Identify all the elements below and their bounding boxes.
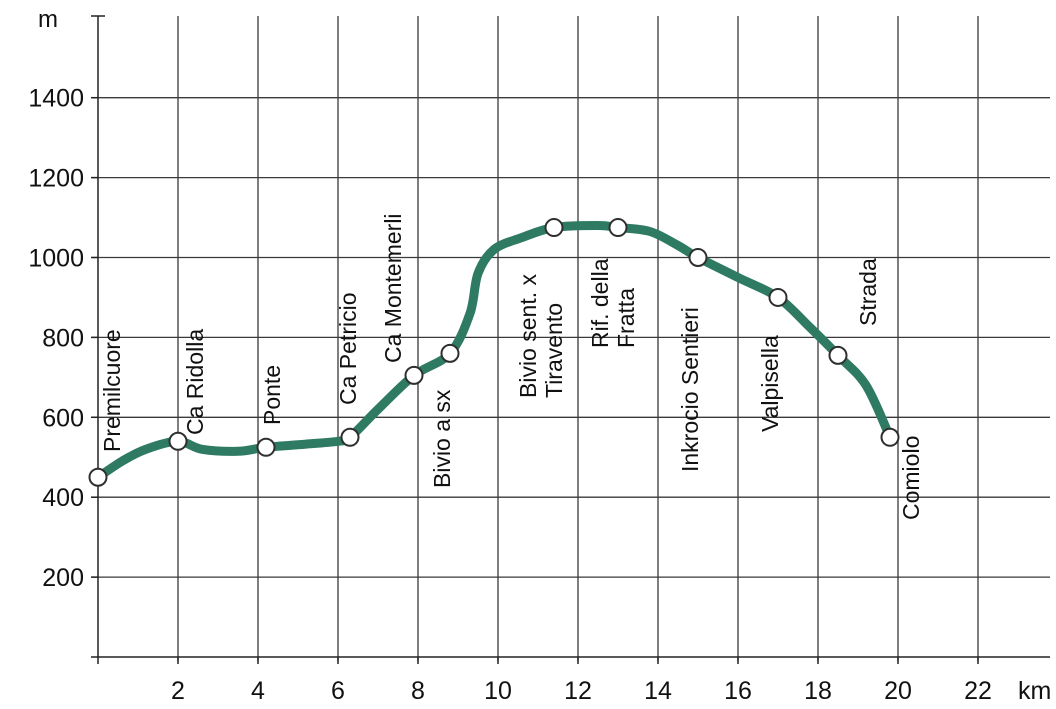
waypoint-label: Premilcuore [99, 329, 125, 452]
x-tick-label: 10 [484, 677, 512, 705]
y-tick-label: 1200 [28, 165, 84, 193]
waypoint-marker [688, 248, 708, 267]
waypoint-marker [768, 287, 788, 307]
waypoint-label: Bivio sent. xTiravento [515, 274, 567, 398]
x-tick-label: 6 [331, 677, 345, 705]
waypoint-label-line: Tiravento [541, 303, 567, 398]
x-unit-label: km [1018, 677, 1051, 705]
waypoint-labels: Premilcuore Ca Ridolla Ponte Ca Petricio Ca … [99, 213, 924, 520]
elevation-profile-line [93, 221, 895, 482]
waypoint-marker [880, 427, 900, 447]
y-tick-label: 800 [42, 324, 84, 352]
profile-line-group [93, 221, 895, 482]
x-tick-label: 12 [564, 677, 592, 705]
waypoint-label-line: Fratta [613, 288, 639, 348]
waypoint-label-line: Ca Ridolla [182, 329, 208, 435]
y-tick-label: 600 [42, 404, 84, 432]
waypoint-label: Ca Montemerli [380, 213, 406, 363]
y-tick-label: 1400 [28, 85, 84, 113]
waypoint-label-line: Bivio sent. x [515, 274, 541, 398]
grid [92, 16, 1050, 661]
x-tick-label: 14 [644, 677, 672, 705]
waypoint-label: Bivio a sx [429, 389, 455, 488]
tick-labels: 200 400 600 800 1000 1200 1400 2 4 6 8 10 12 14 16 18 20… [28, 6, 1051, 705]
x-tick-label: 8 [411, 677, 425, 705]
waypoint-label-line: Inkrocio Sentieri [677, 307, 703, 472]
waypoint-label: Ca Ridolla [182, 329, 208, 435]
y-tick-label: 200 [42, 564, 84, 592]
waypoint-label: Inkrocio Sentieri [677, 307, 703, 472]
waypoint-label: Ponte [259, 365, 285, 425]
waypoint-label: Strada [855, 258, 881, 326]
waypoint-label-line: Ponte [259, 365, 285, 425]
waypoint-label-line: Premilcuore [99, 329, 125, 452]
waypoint-label: Valpisella [757, 335, 783, 432]
y-tick-label: 400 [42, 484, 84, 512]
waypoint-marker [544, 218, 564, 238]
y-unit-label: m [38, 6, 58, 33]
waypoint-marker [608, 218, 628, 238]
y-tick-label: 1000 [28, 245, 84, 273]
waypoint-marker [828, 345, 848, 365]
waypoint-label-line: Bivio a sx [429, 389, 455, 488]
waypoint-marker [168, 431, 188, 451]
waypoint-label-line: Strada [855, 258, 881, 326]
x-tick-label: 2 [171, 677, 185, 705]
x-tick-label: 22 [964, 677, 992, 705]
waypoint-label-line: Comiolo [898, 436, 924, 520]
waypoint-label: Rif. dellaFratta [587, 258, 639, 348]
x-tick-label: 16 [724, 677, 752, 705]
waypoint-marker [404, 365, 424, 385]
waypoint-label-line: Ca Montemerli [380, 213, 406, 363]
waypoint-marker [256, 437, 276, 457]
waypoint-label-line: Rif. della [587, 258, 613, 348]
waypoint-label: Ca Petricio [335, 293, 361, 405]
waypoint-label: Comiolo [898, 436, 924, 520]
waypoint-marker [440, 343, 460, 363]
waypoint-label-line: Ca Petricio [335, 293, 361, 405]
x-tick-label: 18 [804, 677, 832, 705]
x-tick-label: 4 [251, 677, 265, 705]
x-tick-label: 20 [884, 677, 912, 705]
waypoint-marker [340, 427, 360, 447]
waypoint-label-line: Valpisella [757, 335, 783, 432]
waypoint-marker [88, 467, 108, 487]
waypoint-markers [88, 218, 900, 487]
axes [91, 15, 1050, 664]
